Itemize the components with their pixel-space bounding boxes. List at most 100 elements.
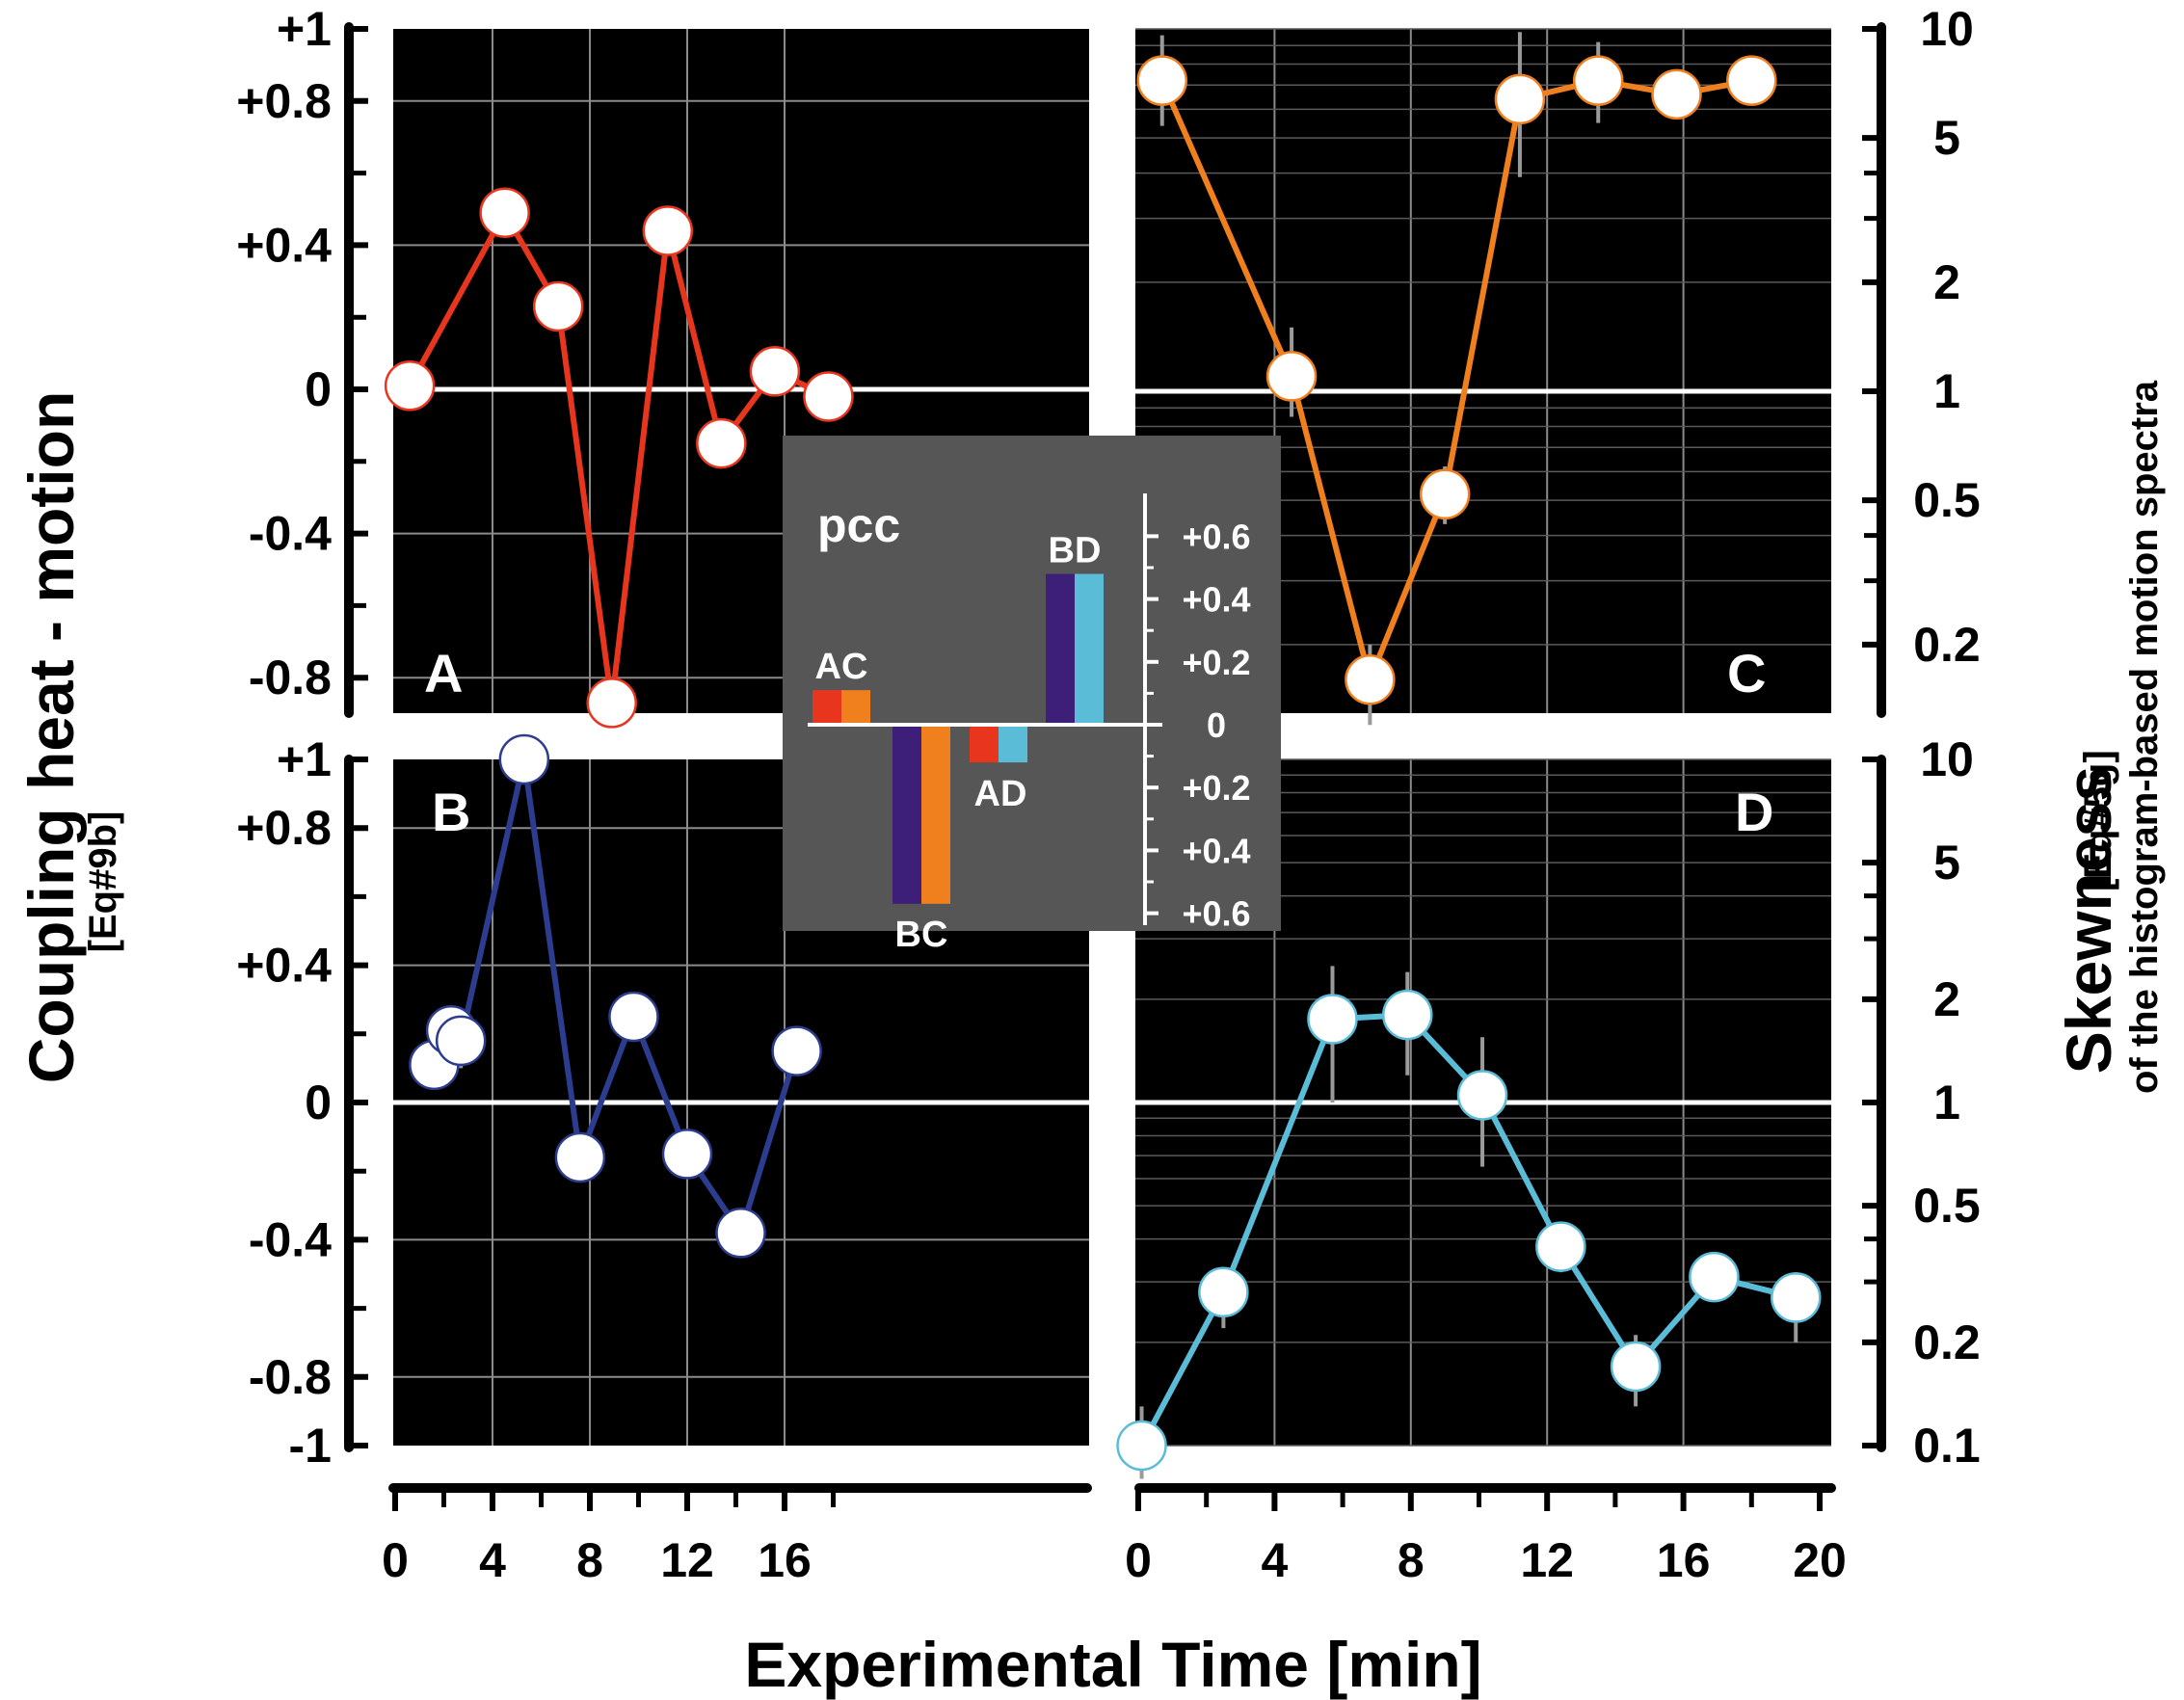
data-point [1198, 1266, 1249, 1318]
y-tick-label: +0.8 [236, 801, 332, 855]
data-point [1136, 55, 1187, 106]
data-point [435, 1015, 487, 1067]
x-tick-label: 12 [660, 1533, 714, 1587]
left-axis-subtitle: [Eq#9b] [82, 811, 124, 953]
x-axis-title: Experimental Time [min] [744, 1629, 1481, 1700]
y-tick-label: 0.1 [1913, 1419, 1981, 1473]
data-point [608, 991, 659, 1043]
panel-d-grid [1135, 758, 1831, 1447]
y-tick-label: 1 [1933, 364, 1960, 418]
data-point [1771, 1272, 1822, 1323]
data-point [1726, 55, 1777, 106]
panel-b-label: B [432, 782, 470, 842]
inset-title: pcc [817, 498, 900, 552]
data-point [554, 1131, 606, 1183]
inset-y-tick-label: +0.2 [1182, 643, 1250, 682]
y-tick-label: 5 [1933, 836, 1960, 890]
x-tick-label: 0 [1125, 1533, 1152, 1587]
data-point [642, 205, 694, 256]
inset-y-tick-label: +0.4 [1182, 580, 1250, 620]
inset-y-tick-label: 0 [1207, 705, 1226, 745]
y-tick-label: 0.5 [1913, 473, 1981, 527]
y-tick-label: 0.5 [1913, 1179, 1981, 1233]
data-point [1689, 1251, 1740, 1303]
data-point [1116, 1420, 1167, 1472]
y-tick-label: +0.8 [236, 74, 332, 128]
left-axis-title: Coupling heat - motion [15, 391, 87, 1084]
inset-y-tick-label: +0.4 [1182, 831, 1250, 870]
inset-bar [841, 690, 870, 725]
panel-d-series [1116, 966, 1822, 1479]
data-point [715, 1208, 766, 1259]
y-tick-label: -0.4 [249, 507, 332, 561]
inset-bar [1046, 573, 1075, 725]
data-point [384, 360, 436, 412]
y-tick-label: +1 [277, 2, 332, 56]
inset-background [783, 436, 1281, 931]
y-tick-label: -0.8 [249, 1350, 332, 1404]
y-tick-label: -1 [289, 1419, 332, 1473]
x-tick-label: 20 [1793, 1533, 1847, 1587]
data-point [1535, 1221, 1586, 1272]
inset-bar-label: AD [974, 774, 1027, 814]
data-point [532, 280, 584, 332]
x-tick-label: 4 [1261, 1533, 1288, 1587]
inset-y-tick-label: +0.6 [1182, 517, 1250, 556]
inset-chart: pcc AC BC AD BD +0.6 +0.4 +0.2 0 +0.2 +0.4 +0.6 [783, 436, 1281, 955]
right-axis-subtitle-2: of the histogram-based motion spectra [2123, 380, 2166, 1094]
right-axis-title: Skewness [2053, 766, 2124, 1074]
data-point [498, 733, 550, 785]
y-tick-label: 0 [305, 1076, 332, 1129]
x-tick-label: 4 [479, 1533, 506, 1587]
panel-c-label: C [1727, 643, 1766, 704]
data-point [1610, 1341, 1662, 1393]
x-tick-label: 12 [1520, 1533, 1574, 1587]
data-point [1265, 351, 1318, 402]
y-tick-label: 10 [1920, 732, 1974, 786]
right-axis-subtitle: [Eq#5g] [2077, 750, 2119, 891]
data-point [803, 371, 854, 422]
y-tick-label: +0.4 [236, 218, 332, 272]
data-point [771, 1025, 822, 1076]
data-point [1651, 68, 1702, 120]
panel-a-series [384, 187, 854, 729]
inset-bar-label: BD [1049, 531, 1102, 571]
data-point [586, 677, 637, 729]
x-tick-label: 16 [758, 1533, 812, 1587]
panel-a-grid [393, 29, 1089, 713]
data-point [1456, 1070, 1508, 1121]
data-point [696, 417, 747, 469]
inset-bar [970, 725, 999, 763]
y-tick-label: 10 [1920, 2, 1974, 56]
inset-bar [812, 690, 841, 725]
panel-b-series [409, 733, 822, 1259]
inset-bar [999, 725, 1027, 763]
y-tick-label: 1 [1933, 1076, 1960, 1129]
data-point [1572, 55, 1624, 106]
inset-bar [1075, 573, 1104, 725]
panel-c-series [1136, 32, 1777, 726]
left-axis-title-group: Coupling heat - motion [Eq#9b] [15, 391, 124, 1084]
right-axis-title-group: Skewness [Eq#5g] of the histogram-based … [2053, 380, 2166, 1094]
data-point [661, 1129, 713, 1180]
y-tick-label: 0.2 [1913, 618, 1981, 672]
x-tick-label: 0 [382, 1533, 409, 1587]
x-tick-label: 8 [1398, 1533, 1425, 1587]
x-tick-label: 8 [576, 1533, 603, 1587]
data-point [479, 187, 530, 238]
y-tick-label: 2 [1933, 972, 1960, 1026]
inset-bar [921, 725, 950, 904]
panel-d-label: D [1735, 782, 1773, 842]
y-tick-label: -0.8 [249, 651, 332, 704]
y-tick-label: -0.4 [249, 1212, 332, 1266]
y-tick-label: +0.4 [236, 939, 332, 993]
data-point [1382, 989, 1433, 1041]
inset-bar-label: BC [895, 915, 948, 955]
data-point [1494, 73, 1546, 125]
x-tick-label: 16 [1657, 1533, 1711, 1587]
inset-y-tick-label: +0.6 [1182, 894, 1250, 934]
y-tick-label: 5 [1933, 111, 1960, 165]
y-tick-label: 0.2 [1913, 1315, 1981, 1369]
data-point [1345, 654, 1396, 705]
